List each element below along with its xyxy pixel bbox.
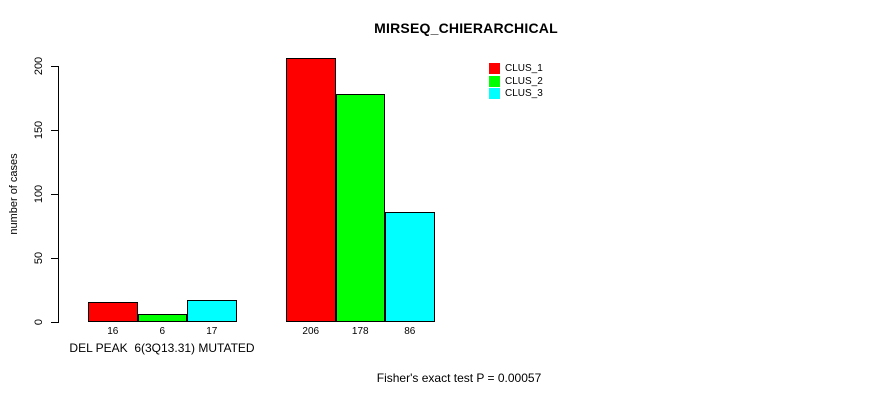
legend-swatch-icon [489, 75, 500, 87]
bar-clus_1-group1 [88, 302, 138, 322]
bar-value-label: 206 [302, 326, 320, 337]
y-tick-mark [51, 130, 58, 131]
bar-value-label: 16 [107, 326, 119, 337]
y-tick-label: 50 [33, 251, 45, 265]
y-tick-mark [51, 322, 58, 323]
y-tick-mark [51, 66, 58, 67]
legend-swatch-icon [489, 88, 500, 99]
y-axis-label: number of cases [8, 153, 20, 235]
y-tick-label: 150 [33, 120, 45, 140]
bar-clus_1-group2 [286, 58, 336, 322]
legend-item-clus_1: CLUS_1 [489, 63, 543, 74]
legend-label: CLUS_2 [505, 75, 543, 87]
bar-clus_3-group2 [385, 212, 435, 322]
bar-clus_3-group1 [187, 300, 237, 322]
legend: CLUS_1 CLUS_2 CLUS_3 [489, 63, 543, 99]
y-tick-label: 0 [33, 318, 45, 326]
legend-swatch-icon [489, 63, 500, 74]
y-tick-label: 200 [33, 56, 45, 76]
bar-value-label: 86 [404, 326, 416, 337]
y-tick-mark [51, 258, 58, 259]
y-axis-line [58, 66, 59, 323]
bar-clus_2-group1 [137, 314, 187, 322]
bar-value-label: 178 [351, 326, 369, 337]
legend-item-clus_2: CLUS_2 [489, 75, 543, 87]
x-axis-group-label: DEL PEAK 6(3Q13.31) MUTATED [69, 341, 255, 355]
y-tick-label: 100 [33, 184, 45, 204]
legend-label: CLUS_3 [505, 88, 543, 99]
fisher-test-annotation: Fisher's exact test P = 0.00057 [376, 371, 542, 385]
y-tick-mark [51, 194, 58, 195]
legend-item-clus_3: CLUS_3 [489, 88, 543, 99]
legend-label: CLUS_1 [505, 63, 543, 74]
chart-title: MIRSEQ_CHIERARCHICAL [374, 20, 558, 36]
bar-value-label: 17 [206, 326, 218, 337]
bar-value-label: 6 [159, 326, 166, 337]
bar-clus_2-group2 [335, 94, 385, 322]
